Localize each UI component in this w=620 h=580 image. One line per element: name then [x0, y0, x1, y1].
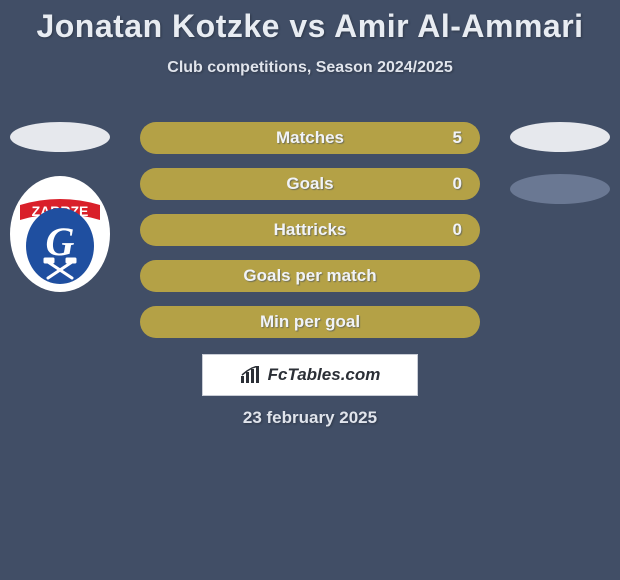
title-vs: vs	[289, 8, 326, 44]
stat-label: Hattricks	[140, 214, 480, 246]
brand-box[interactable]: FcTables.com	[202, 354, 418, 396]
stat-value: 0	[453, 214, 462, 246]
stat-pill: Hattricks0	[140, 214, 480, 246]
player1-club-badge: ZABRZE G	[10, 176, 110, 292]
club-badge-letter: G	[46, 219, 75, 264]
player1-avatar-placeholder	[10, 122, 110, 152]
stat-label: Goals per match	[140, 260, 480, 292]
subtitle: Club competitions, Season 2024/2025	[0, 59, 620, 77]
stat-pill: Matches5	[140, 122, 480, 154]
date-text: 23 february 2025	[0, 408, 620, 428]
brand-text: FcTables.com	[268, 365, 381, 385]
title-player2: Amir Al-Ammari	[334, 8, 583, 44]
stat-value: 0	[453, 168, 462, 200]
page-title: Jonatan Kotzke vs Amir Al-Ammari	[0, 0, 620, 45]
stat-value: 5	[453, 122, 462, 154]
stat-label: Goals	[140, 168, 480, 200]
title-player1: Jonatan Kotzke	[36, 8, 279, 44]
stat-pill: Goals0	[140, 168, 480, 200]
stat-pill: Goals per match	[140, 260, 480, 292]
stat-label: Min per goal	[140, 306, 480, 338]
player2-club-placeholder	[510, 174, 610, 204]
player2-avatar-placeholder	[510, 122, 610, 152]
stats-container: Matches5Goals0Hattricks0Goals per matchM…	[140, 122, 480, 352]
stat-pill: Min per goal	[140, 306, 480, 338]
bar-chart-icon	[240, 366, 262, 384]
stat-label: Matches	[140, 122, 480, 154]
